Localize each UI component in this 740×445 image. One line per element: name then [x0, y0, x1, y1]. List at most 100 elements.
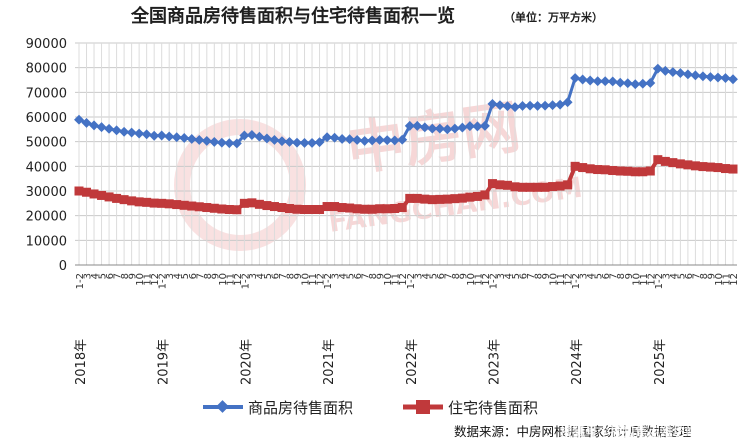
x-tick-label: 5	[180, 273, 191, 279]
data-point	[713, 163, 723, 173]
data-point	[292, 137, 302, 148]
data-point	[660, 156, 670, 166]
x-tick-label: 5	[98, 273, 109, 279]
data-point	[382, 135, 393, 146]
data-point	[675, 68, 686, 79]
x-tick-label: 7	[195, 273, 206, 279]
legend-label-commercial: 商品房待售面积	[248, 399, 353, 417]
x-axis-ticks: 1-234567891011121-234567891011121-234567…	[74, 273, 740, 385]
y-tick-label: 60000	[26, 111, 67, 126]
data-point	[547, 100, 558, 111]
data-point	[420, 194, 430, 204]
data-point	[518, 182, 528, 192]
x-tick-label: 3	[496, 273, 507, 279]
data-point	[652, 63, 663, 74]
data-point	[231, 138, 242, 149]
data-point	[675, 159, 685, 169]
x-tick-label: 9	[624, 273, 635, 279]
data-point	[720, 73, 731, 83]
x-tick-label: 12	[481, 273, 492, 286]
data-point	[262, 201, 272, 211]
data-point	[89, 189, 99, 199]
x-tick-label: 7	[609, 273, 620, 279]
x-tick-label: 9	[458, 273, 469, 279]
data-point	[284, 136, 295, 147]
data-point	[112, 193, 122, 203]
data-point	[593, 165, 603, 175]
data-point	[247, 198, 257, 208]
data-point	[600, 76, 611, 87]
x-tick-label: 12	[398, 273, 409, 286]
x-tick-label: 11	[639, 273, 650, 286]
y-tick-label: 10000	[26, 234, 67, 249]
x-tick-label: 8	[699, 273, 710, 279]
data-point	[149, 198, 159, 208]
data-point	[487, 179, 497, 189]
data-point	[97, 190, 107, 200]
y-tick-label: 20000	[26, 210, 67, 225]
data-point	[89, 120, 99, 131]
data-point	[284, 204, 294, 214]
data-point	[209, 203, 219, 213]
y-tick-label: 80000	[26, 62, 67, 77]
data-point	[585, 164, 595, 174]
data-point	[720, 164, 730, 174]
x-year-label: 2025年	[653, 339, 668, 385]
watermark-logo-icon	[174, 119, 306, 251]
data-point	[141, 129, 152, 140]
data-point	[156, 130, 167, 141]
data-point	[187, 201, 197, 211]
data-point	[412, 193, 422, 203]
data-point	[502, 180, 512, 190]
data-point	[472, 191, 482, 201]
x-tick-label: 11	[721, 273, 732, 286]
data-point	[405, 193, 415, 203]
data-point	[254, 199, 264, 209]
series-residential	[74, 155, 738, 215]
data-point	[239, 130, 250, 141]
data-point	[261, 133, 272, 144]
data-point	[697, 71, 708, 82]
x-tick-label: 1-2	[406, 273, 417, 289]
data-point	[344, 134, 355, 145]
x-tick-label: 8	[203, 273, 214, 279]
data-point	[442, 124, 453, 135]
data-point	[570, 161, 580, 171]
x-tick-label: 11	[473, 273, 484, 286]
x-tick-label: 5	[263, 273, 274, 279]
x-year-label: 2019年	[157, 339, 172, 385]
data-point	[104, 123, 115, 134]
data-point	[615, 77, 626, 88]
data-point	[104, 192, 114, 202]
data-point	[434, 123, 445, 134]
x-tick-label: 12	[729, 273, 740, 286]
x-tick-label: 8	[368, 273, 379, 279]
data-point	[540, 182, 550, 192]
data-point	[382, 204, 392, 214]
x-tick-label: 3	[83, 273, 94, 279]
x-tick-label: 10	[135, 273, 146, 286]
x-tick-label: 4	[173, 273, 184, 279]
data-point	[389, 135, 400, 146]
data-point	[269, 134, 280, 145]
x-tick-label: 1-2	[240, 273, 251, 289]
data-point	[397, 134, 408, 145]
data-point	[427, 195, 437, 205]
data-point	[337, 203, 347, 213]
x-tick-label: 4	[669, 273, 680, 279]
legend-square-marker	[416, 400, 430, 414]
data-point	[653, 155, 663, 165]
x-tick-label: 12	[646, 273, 657, 286]
data-point	[622, 78, 633, 89]
x-tick-label: 10	[714, 273, 725, 286]
x-tick-label: 11	[225, 273, 236, 286]
data-point	[540, 100, 551, 111]
x-tick-label: 1-2	[571, 273, 582, 289]
data-point	[82, 187, 92, 197]
data-point	[525, 100, 535, 111]
y-tick-label: 50000	[26, 136, 67, 151]
x-tick-label: 8	[120, 273, 131, 279]
data-point	[232, 205, 242, 215]
x-tick-label: 3	[413, 273, 424, 279]
data-point	[563, 180, 573, 190]
